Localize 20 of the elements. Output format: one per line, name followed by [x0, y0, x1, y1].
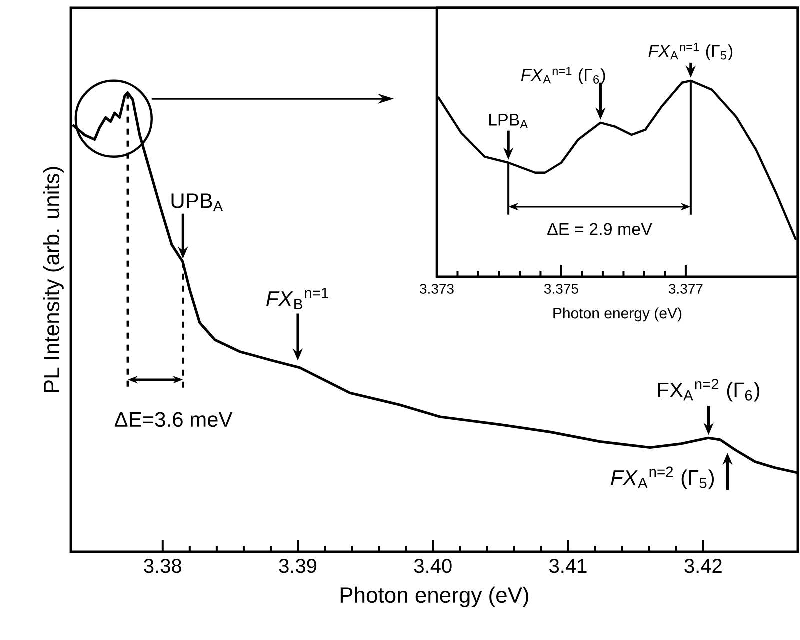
x-axis-title: Photon energy (eV) [340, 586, 528, 608]
x-tick-label: 3.39 [279, 559, 317, 574]
x-tick-label: 3.38 [144, 559, 182, 574]
annotation: FX$_{A}$$^{n=2}$ (Γ$_{6}$) [658, 379, 760, 402]
annotation: ΔE=3.6 meV [114, 412, 233, 428]
x-tick-label: 3.41 [550, 559, 587, 574]
annotation: FX$_{B}$n=1 [266, 288, 328, 310]
annotation: FX$_{A}$$^{n=2}$ (Γ$_{5}$) [611, 466, 714, 490]
x-tick-label: 3.40 [414, 559, 452, 574]
x-tick-label: 3.377 [668, 284, 703, 294]
annotation: FX$_{A}$$^{n=1}$ (Γ$_{6}$) [521, 67, 606, 84]
annotation: LPB$_{A}$ [489, 114, 528, 128]
x-axis-title: Photon energy (eV) [554, 308, 682, 322]
annotation: ΔE = 2.9 meV [548, 223, 652, 236]
x-tick-label: 3.375 [544, 284, 578, 294]
x-tick-label: 3.373 [420, 284, 454, 294]
annotation: FX$_{A}$$^{n=1}$ (Γ$_{5}$) [648, 43, 733, 61]
y-axis-title: PL Intensity (arb. units) [43, 167, 64, 392]
annotation: UPB$_{A}$ [172, 194, 224, 212]
x-tick-label: 3.42 [684, 559, 722, 574]
